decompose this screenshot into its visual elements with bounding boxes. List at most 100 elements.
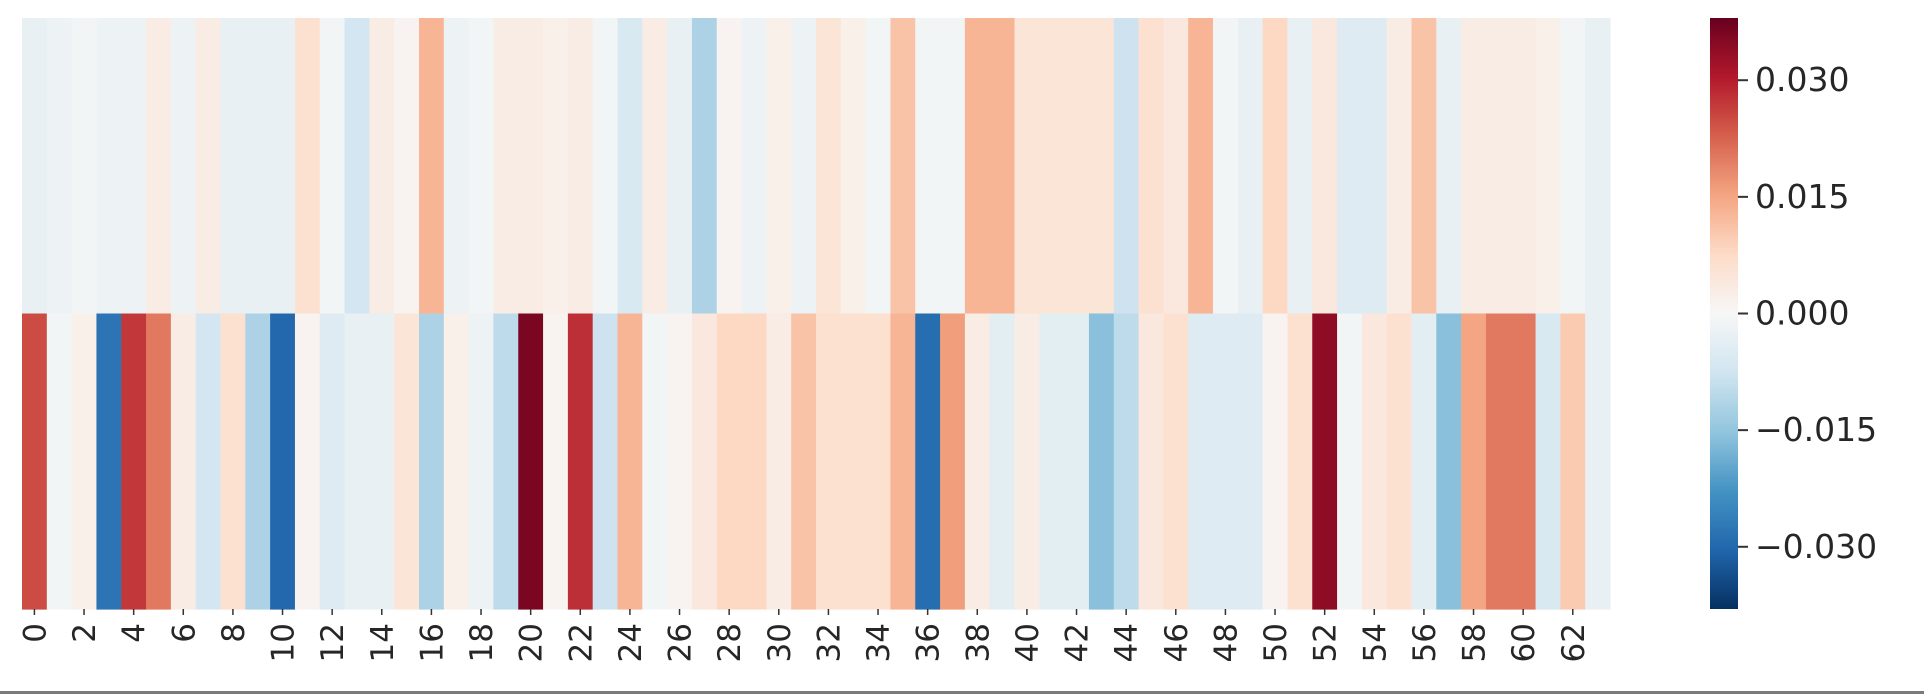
heatmap-cell — [1287, 313, 1313, 610]
heatmap-cell — [195, 313, 222, 610]
heatmap-cell — [1113, 313, 1140, 610]
colorbar-tick-label: 0.030 — [1755, 60, 1849, 99]
x-tick-label: 24 — [613, 623, 649, 662]
heatmap-cell — [71, 313, 98, 610]
x-tick-label: 20 — [514, 623, 550, 662]
colorbar — [1710, 18, 1738, 609]
heatmap-cell — [1386, 18, 1413, 315]
heatmap-cell — [890, 18, 916, 315]
heatmap-cell — [195, 18, 222, 315]
x-tick-label: 14 — [365, 623, 401, 662]
heatmap-cell — [816, 313, 842, 610]
heatmap-cell — [1039, 18, 1065, 315]
heatmap-cell — [791, 313, 817, 610]
heatmap-cell — [419, 18, 445, 315]
heatmap-cell — [394, 313, 420, 610]
x-tick-label: 42 — [1060, 623, 1096, 662]
heatmap-cell — [1014, 313, 1040, 610]
x-tick-label: 8 — [216, 623, 252, 643]
heatmap-cell — [319, 18, 346, 315]
colorbar-tick-label: 0.000 — [1755, 294, 1849, 333]
colorbar-tick-label: −0.030 — [1755, 527, 1877, 566]
heatmap-cell — [468, 18, 495, 315]
heatmap-cell — [1436, 18, 1462, 315]
heatmap-cell — [741, 313, 767, 610]
heatmap-cell — [1411, 313, 1437, 610]
heatmap-cell — [741, 18, 767, 315]
heatmap-cell — [667, 313, 693, 610]
heatmap-cell — [617, 18, 643, 315]
heatmap-cell — [617, 313, 643, 610]
heatmap-cell — [1535, 313, 1561, 610]
heatmap-cell — [270, 18, 296, 315]
heatmap-cell — [1213, 313, 1239, 610]
heatmap-cell — [1039, 313, 1065, 610]
heatmap-cell — [319, 313, 346, 610]
heatmap-cell — [121, 18, 147, 315]
heatmap-cell — [1064, 313, 1090, 610]
heatmap-cell — [642, 313, 668, 610]
x-tick-label: 12 — [315, 623, 351, 662]
heatmap-cell — [989, 313, 1016, 610]
heatmap-cell — [567, 18, 594, 315]
x-tick-label: 30 — [762, 623, 798, 662]
x-tick-label: 0 — [17, 623, 53, 643]
heatmap-cell — [245, 313, 271, 610]
heatmap-cell — [1312, 313, 1338, 610]
heatmap-cell — [121, 313, 147, 610]
heatmap-cell — [468, 313, 495, 610]
heatmap-cell — [592, 313, 619, 610]
heatmap-cell — [1287, 18, 1313, 315]
heatmap-cell — [170, 313, 197, 610]
heatmap-cell — [1560, 18, 1586, 315]
heatmap-cell — [1436, 313, 1462, 610]
heatmap-cell — [443, 18, 470, 315]
heatmap-cell — [840, 18, 867, 315]
heatmap-cell — [1485, 18, 1512, 315]
heatmap-cell — [1262, 313, 1289, 610]
heatmap-cell — [840, 313, 867, 610]
heatmap-cell — [865, 18, 892, 315]
heatmap-cell — [1237, 313, 1264, 610]
x-tick-label: 60 — [1506, 623, 1542, 662]
heatmap-grid — [22, 18, 1611, 610]
heatmap-cell — [443, 313, 470, 610]
heatmap-cell — [915, 313, 941, 610]
heatmap-cell — [419, 313, 445, 610]
heatmap-cell — [890, 313, 916, 610]
heatmap-cell — [71, 18, 98, 315]
heatmap-cell — [716, 313, 743, 610]
heatmap-cell — [1138, 313, 1164, 610]
x-tick-label: 28 — [712, 623, 748, 662]
heatmap-cell — [146, 18, 172, 315]
heatmap-cell — [1585, 18, 1611, 315]
heatmap-cell — [1163, 313, 1189, 610]
heatmap-cell — [1064, 18, 1090, 315]
x-tick-label: 58 — [1457, 623, 1493, 662]
heatmap-cell — [567, 313, 594, 610]
heatmap-cell — [245, 18, 271, 315]
heatmap-cell — [369, 313, 395, 610]
heatmap-cell — [716, 18, 743, 315]
heatmap-cell — [1088, 18, 1115, 315]
x-tick-label: 46 — [1159, 623, 1195, 662]
x-tick-label: 62 — [1556, 623, 1592, 662]
heatmap-cell — [22, 313, 48, 610]
heatmap-cell — [1510, 313, 1537, 610]
heatmap-cell — [344, 18, 370, 315]
heatmap-cell — [816, 18, 842, 315]
x-tick-label: 32 — [811, 623, 847, 662]
x-tick-label: 10 — [266, 623, 302, 662]
heatmap-cell — [46, 313, 73, 610]
heatmap-cell — [1585, 313, 1611, 610]
x-tick-label: 56 — [1407, 623, 1443, 662]
heatmap-cell — [220, 313, 246, 610]
heatmap-cell — [667, 18, 693, 315]
heatmap-cell — [22, 18, 48, 315]
heatmap-cell — [270, 313, 296, 610]
heatmap-cell — [1361, 313, 1388, 610]
heatmap-cell — [1461, 313, 1487, 610]
x-tick-label: 54 — [1357, 623, 1393, 662]
heatmap-cell — [1188, 18, 1214, 315]
